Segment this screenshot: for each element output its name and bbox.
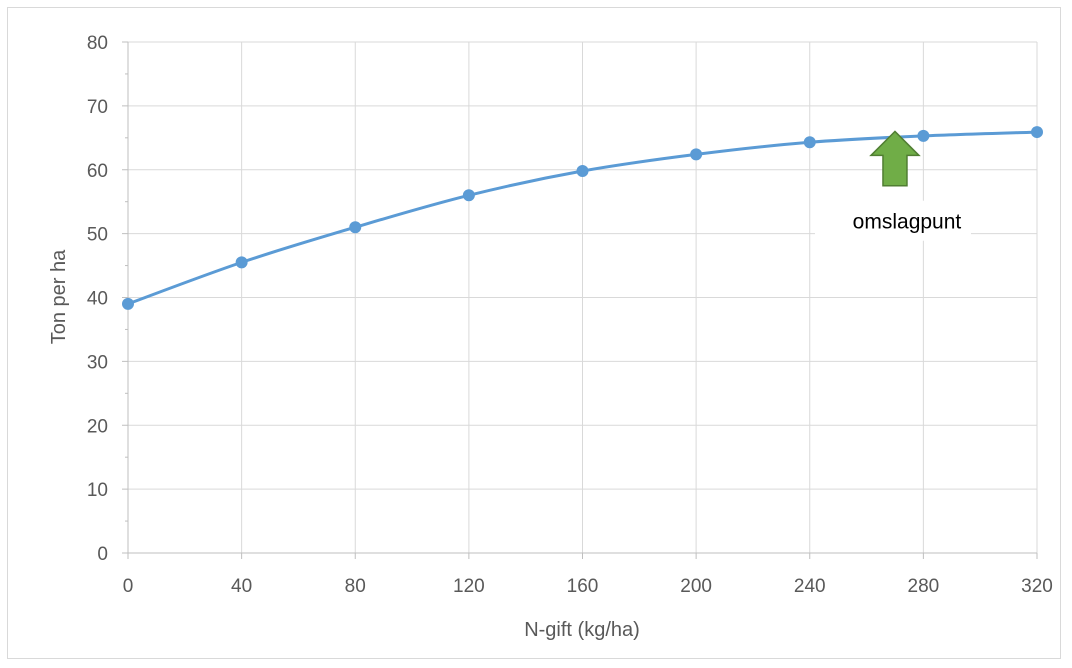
x-tick-label: 240 [794,576,826,597]
y-tick-label: 30 [87,352,108,373]
y-tick-label: 70 [87,97,108,118]
y-tick-label: 60 [87,161,108,182]
annotation-layer: omslagpunt [814,130,971,241]
annotation-label-background [814,200,971,241]
data-point [690,148,703,161]
x-tick-label: 0 [123,576,134,597]
y-tick-label: 0 [97,544,108,565]
x-tick-label: 280 [908,576,940,597]
x-tick-label: 80 [345,576,366,597]
grid-lines [128,41,1038,553]
data-point [462,189,475,202]
up-arrow-icon [869,130,921,187]
axes: 0 10 20 30 40 50 60 70 80 0 40 80 120 160 200 240 280 320 [87,33,1053,597]
data-point [576,165,589,178]
x-tick-label: 120 [453,576,485,597]
annotation-label: omslagpunt [853,211,962,234]
x-tick-label: 40 [231,576,252,597]
chart-frame [7,7,1061,659]
x-tick-label: 320 [1021,576,1053,597]
y-axis-title: Ton per ha [48,249,70,344]
data-point [235,256,248,269]
x-axis-title: N-gift (kg/ha) [524,619,640,641]
data-point [803,136,816,149]
data-point [349,221,362,234]
data-point [122,297,134,310]
y-tick-label: 10 [87,480,108,501]
y-tick-label: 80 [87,33,108,54]
x-tick-label: 160 [567,576,599,597]
y-tick-label: 40 [87,289,108,310]
y-tick-label: 20 [87,416,108,437]
x-tick-label: 200 [680,576,712,597]
data-point [917,129,930,142]
y-tick-label: 50 [87,225,108,246]
data-point [1031,126,1043,139]
